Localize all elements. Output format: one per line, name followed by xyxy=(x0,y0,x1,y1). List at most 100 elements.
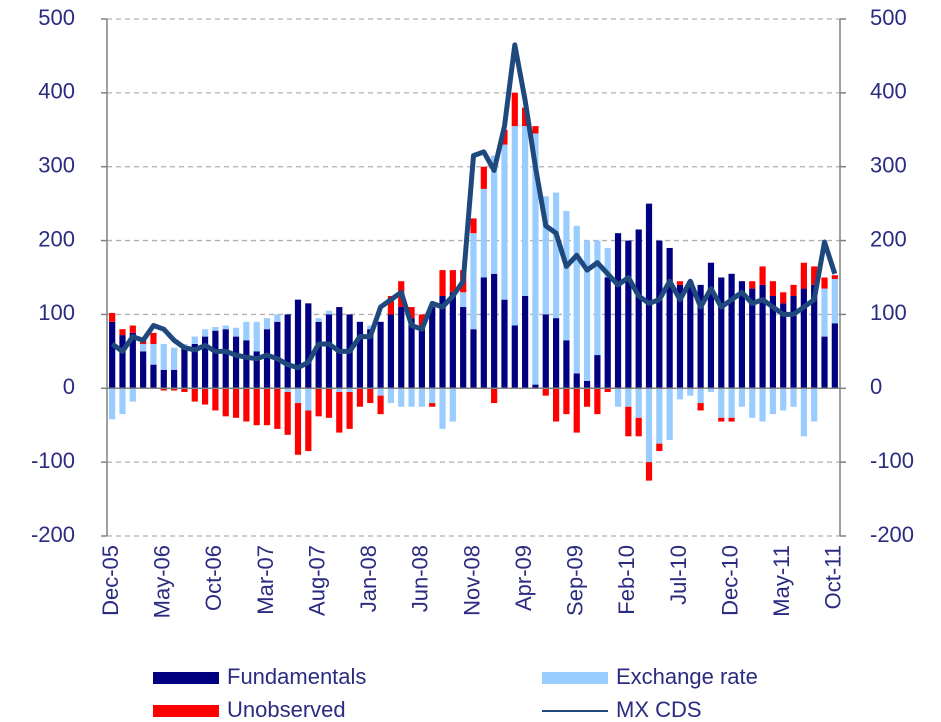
bar-segment xyxy=(542,388,549,396)
bar-segment xyxy=(687,284,694,389)
bar-segment xyxy=(181,347,188,389)
bar-segment xyxy=(171,347,178,370)
y-tick-label: 100 xyxy=(38,300,75,325)
bar-segment xyxy=(522,295,529,389)
bar-segment xyxy=(294,403,302,455)
bar-segment xyxy=(449,292,456,389)
bar-segment xyxy=(181,388,188,392)
bar-segment xyxy=(780,292,787,304)
line xyxy=(110,42,838,371)
bar-segment xyxy=(367,325,374,330)
bar-segment xyxy=(439,270,446,296)
bar-segment xyxy=(738,281,746,389)
x-tick-label: Nov-08 xyxy=(459,545,484,616)
bar-segment xyxy=(377,395,384,415)
bar-segment xyxy=(780,303,787,389)
bar-segment xyxy=(656,443,663,452)
y2-tick-label: 0 xyxy=(870,374,882,399)
bar-segment xyxy=(831,275,838,279)
bar-segment xyxy=(212,330,219,389)
bar-segment xyxy=(274,388,281,429)
bar-segment xyxy=(315,388,322,417)
bar-segment xyxy=(759,266,766,285)
x-tick-label: Aug-07 xyxy=(304,545,329,616)
bar-segment xyxy=(408,388,415,407)
legend-swatch xyxy=(153,672,219,684)
bar-segment xyxy=(718,388,725,418)
bar-segment xyxy=(552,388,560,422)
bar-segment xyxy=(728,417,735,422)
bar-segment xyxy=(119,388,126,415)
bar-segment xyxy=(718,417,725,422)
bar-segment xyxy=(769,388,776,415)
bar-segment xyxy=(439,388,446,429)
bar-segment xyxy=(429,307,436,389)
bar-segment xyxy=(552,318,560,389)
y2-tick-label: 500 xyxy=(870,5,907,30)
legend-label: MX CDS xyxy=(616,697,702,722)
bar-segment xyxy=(160,388,167,391)
y2-tick-label: -200 xyxy=(870,522,914,547)
bar-segment xyxy=(511,92,518,127)
bar-segment xyxy=(191,343,198,389)
bar-segment xyxy=(790,295,797,389)
bar-segment xyxy=(542,314,549,389)
bar-segment xyxy=(305,410,312,452)
x-tick-label: Dec-05 xyxy=(98,545,123,616)
bar-segment xyxy=(573,225,580,374)
y-tick-label: 300 xyxy=(38,153,75,178)
bar-segment xyxy=(563,388,570,415)
bar-segment xyxy=(243,388,250,422)
bar-segment xyxy=(109,388,116,420)
bar-segment xyxy=(460,292,467,308)
bar-segment xyxy=(305,303,312,389)
bar-segment xyxy=(666,388,673,440)
bar-segment xyxy=(790,388,797,407)
bar-segment xyxy=(676,281,684,285)
bar-segment xyxy=(387,295,395,315)
bar-segment xyxy=(594,388,601,415)
bar-segment xyxy=(573,388,580,433)
bar-segment xyxy=(491,388,498,404)
bar-segment xyxy=(470,233,477,330)
bar-segment xyxy=(501,144,508,300)
x-tick-label: Mar-07 xyxy=(253,545,278,615)
bar-segment xyxy=(201,329,209,337)
x-tick-label: May-06 xyxy=(150,545,175,618)
bar-segment xyxy=(439,295,446,389)
x-tick-label: Sep-09 xyxy=(563,545,588,616)
x-tick-label: Jun-08 xyxy=(408,545,433,612)
bar-segment xyxy=(398,388,405,407)
bar-segment xyxy=(501,299,508,389)
bar-segment xyxy=(263,329,271,389)
y2-tick-label: -100 xyxy=(870,448,914,473)
bar-segment xyxy=(150,364,157,389)
bar-segment xyxy=(532,133,539,385)
legend-label: Fundamentals xyxy=(227,664,366,689)
x-tick-label: Jan-08 xyxy=(356,545,381,612)
bar-segment xyxy=(109,321,116,389)
bar-segment xyxy=(356,321,364,389)
bar-segment xyxy=(749,288,756,389)
bar-segment xyxy=(274,321,281,389)
bar-segment xyxy=(614,388,622,407)
bar-segment xyxy=(377,388,384,396)
bar-segment xyxy=(707,388,715,392)
bar-segment xyxy=(501,129,508,145)
x-tick-label: Feb-10 xyxy=(614,545,639,615)
bar-segment xyxy=(171,369,178,389)
bar-segment xyxy=(635,229,642,389)
bar-segment xyxy=(212,388,219,411)
bar-segment xyxy=(191,336,198,344)
bar-segment xyxy=(253,351,260,389)
bar-segment xyxy=(687,388,694,396)
bar-segment xyxy=(676,284,684,389)
bar-segment xyxy=(697,403,704,411)
bar-segment xyxy=(150,343,157,365)
bar-segment xyxy=(201,336,209,389)
y-tick-label: -100 xyxy=(31,448,75,473)
bar-segment xyxy=(532,126,539,134)
legend-swatch xyxy=(542,672,608,684)
x-tick-label: Oct-06 xyxy=(201,545,226,611)
